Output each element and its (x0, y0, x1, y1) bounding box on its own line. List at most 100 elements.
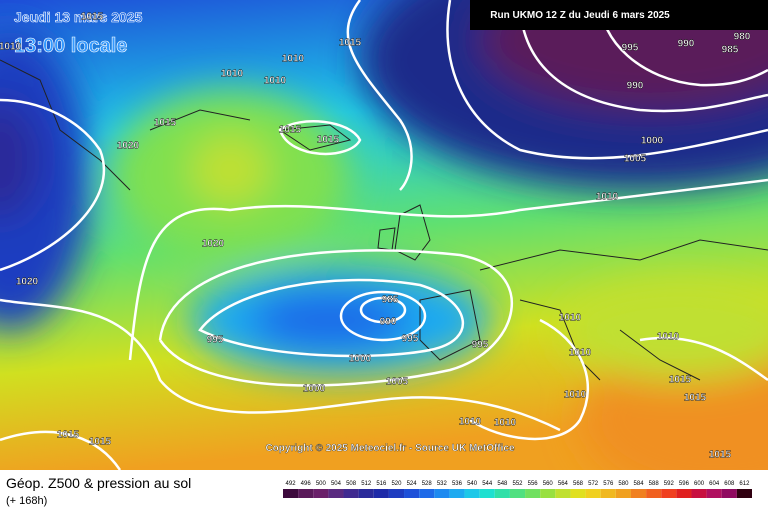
field-blob (0, 30, 90, 330)
isobar-label: 995 (622, 43, 639, 54)
isobar (0, 298, 561, 432)
isobar-label: 1015 (89, 437, 112, 448)
isobar (158, 249, 514, 387)
colorbar-swatch (313, 489, 329, 498)
isobar-label: 1010 (564, 390, 587, 401)
colorbar-swatch (661, 489, 677, 498)
colorbar-swatch (570, 489, 586, 498)
colorbar-label: 512 (361, 481, 372, 487)
isobar-label: 1010 (264, 76, 287, 87)
isobar (518, 0, 768, 113)
colorbar-label: 544 (482, 481, 493, 487)
colorbar-label: 532 (437, 481, 448, 487)
isobar-label: 1020 (117, 141, 140, 152)
isobar (359, 296, 407, 324)
colorbar-swatch (555, 489, 571, 498)
colorbar-swatch (736, 489, 752, 498)
isobar-label: 985 (722, 45, 739, 56)
colorbar-swatch (646, 489, 662, 498)
isobar-label: 990 (627, 81, 644, 92)
isobar-label: 1010 (596, 192, 619, 203)
isobar-label: 990 (380, 317, 397, 328)
colorbar-swatch (676, 489, 692, 498)
isobar-label: 1010 (0, 42, 22, 53)
isobar (0, 98, 106, 272)
colorbar-label: 524 (407, 481, 418, 487)
isobar-label: 1015 (684, 393, 707, 404)
colorbar-swatch (388, 489, 405, 498)
colorbar-label: 540 (467, 481, 478, 487)
colorbar-label: 500 (316, 481, 327, 487)
isobar-label: 1010 (657, 332, 680, 343)
isobar-label: 1020 (16, 277, 39, 288)
isobar-label: 1010 (494, 418, 517, 429)
colorbar-label: 572 (588, 481, 599, 487)
colorbar-label: 536 (452, 481, 463, 487)
isobar-label: 1015 (669, 375, 692, 386)
isobar-label: 1000 (641, 136, 664, 147)
colorbar-label: 580 (618, 481, 629, 487)
colorbar-label: 504 (331, 481, 342, 487)
colorbar-swatch (464, 489, 480, 498)
colorbar-swatch (343, 489, 359, 498)
colorbar-swatch (509, 489, 526, 498)
colorbar-swatch (479, 489, 495, 498)
colorbar-swatch (585, 489, 601, 498)
colorbar-label: 552 (512, 481, 523, 487)
isobar (0, 430, 122, 470)
isobar-labels: 1015 1010 1015 1010 1010 1010 1015 1015 1020 1015… (0, 11, 751, 460)
colorbar-label: 592 (664, 481, 675, 487)
isobar-label: 1000 (349, 354, 372, 365)
run-banner (470, 0, 768, 30)
field-blob (560, 280, 768, 380)
colorbar-label: 528 (422, 481, 433, 487)
colorbar-swatch (525, 489, 541, 498)
isobar (346, 0, 413, 191)
field-blob (0, 100, 40, 220)
colorbar-swatch (419, 489, 435, 498)
isobar-label: 1000 (303, 384, 326, 395)
map-area (0, 0, 768, 470)
isobar-label: 1010 (569, 348, 592, 359)
colorbar-label: 600 (694, 481, 705, 487)
colorbar-label: 596 (679, 481, 690, 487)
isobar-label: 1020 (202, 239, 225, 250)
isobar-label: 1015 (57, 430, 80, 441)
colorbar: 492 496 500 504 508 512 516 520 524 528 532 536 540 5… (283, 481, 752, 498)
colorbar-label: 560 (543, 481, 554, 487)
colorbar-label: 612 (739, 481, 750, 487)
colorbar-swatch (706, 489, 722, 498)
isobar (339, 290, 427, 342)
isobars (0, 0, 768, 470)
isobar-label: 1015 (339, 38, 362, 49)
isobar (278, 120, 362, 156)
copyright: Copyright © 2025 Meteociel.fr - Source U… (265, 443, 515, 454)
isobar-label: 1010 (282, 54, 305, 65)
footer-lead: (+ 168h) (6, 495, 47, 507)
isobar-label: 1010 (221, 69, 244, 80)
colorbar-swatch (600, 489, 616, 498)
forecast-time: 13:00 locale (14, 35, 127, 57)
isobar-label: 980 (734, 32, 751, 43)
colorbar-swatch (691, 489, 707, 498)
colorbar-swatch (449, 489, 465, 498)
colorbar-swatch (328, 489, 344, 498)
colorbar-label: 496 (301, 481, 312, 487)
colorbar-label: 548 (497, 481, 508, 487)
colorbar-label: 520 (391, 481, 402, 487)
isobar-label: 985 (382, 295, 399, 306)
colorbar-label: 576 (603, 481, 614, 487)
isobar (128, 178, 768, 361)
isobar-label: 1015 (81, 12, 104, 23)
isobar-label: 1010 (559, 313, 582, 324)
isobar-label: 995 (472, 340, 489, 351)
colorbar-swatch (540, 489, 556, 498)
forecast-date: Jeudi 13 mars 2025 (14, 9, 143, 25)
field-blob (190, 135, 270, 205)
colorbar-swatch (404, 489, 420, 498)
colorbar-label: 516 (376, 481, 387, 487)
colorbar-label: 584 (634, 481, 645, 487)
colorbar-label: 508 (346, 481, 357, 487)
colorbar-label: 588 (649, 481, 660, 487)
isobar (639, 336, 768, 382)
